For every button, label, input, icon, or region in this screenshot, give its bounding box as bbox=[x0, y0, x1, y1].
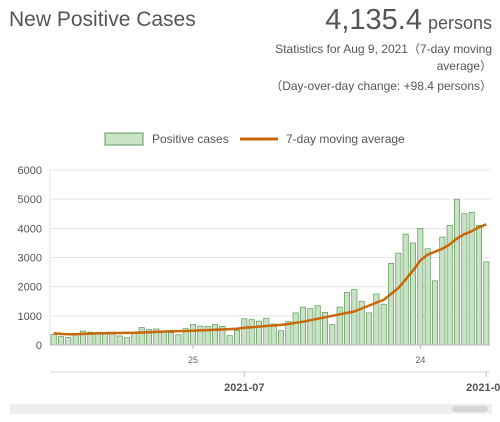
page-title: New Positive Cases bbox=[9, 8, 196, 31]
bar bbox=[241, 318, 248, 346]
stats-date-text: Statistics for Aug 9, 2021（7-day moving … bbox=[275, 42, 492, 73]
bar bbox=[395, 252, 402, 346]
bar bbox=[109, 333, 116, 346]
bar bbox=[197, 325, 204, 346]
bar bbox=[307, 308, 314, 346]
bar bbox=[50, 334, 57, 346]
bar bbox=[175, 334, 182, 346]
bar bbox=[432, 280, 438, 346]
y-axis: 0 1000 2000 3000 4000 5000 6000 bbox=[18, 165, 42, 352]
bar bbox=[226, 335, 233, 346]
x-month-tick-label: 2021-07 bbox=[224, 382, 264, 394]
bar bbox=[439, 236, 446, 346]
y-tick-label: 3000 bbox=[18, 253, 42, 265]
bar bbox=[410, 242, 416, 346]
bar bbox=[234, 330, 240, 346]
bar bbox=[58, 336, 64, 346]
legend-label-line: 7-day moving average bbox=[286, 132, 405, 146]
bar bbox=[424, 248, 431, 346]
bar bbox=[212, 324, 218, 346]
bar bbox=[380, 303, 387, 346]
bar bbox=[417, 227, 424, 346]
headline-number: 4,135.4 bbox=[325, 4, 422, 36]
y-tick-label: 6000 bbox=[18, 165, 42, 177]
bar bbox=[344, 292, 350, 346]
bar bbox=[263, 317, 270, 346]
bar bbox=[190, 324, 196, 346]
x-day-tick-label: 25 bbox=[188, 355, 198, 365]
bar bbox=[314, 305, 321, 346]
bar bbox=[248, 319, 255, 346]
bar bbox=[116, 335, 123, 346]
bar bbox=[329, 324, 336, 346]
bar bbox=[65, 337, 72, 346]
bar bbox=[278, 330, 284, 346]
y-tick-label: 0 bbox=[36, 340, 42, 352]
bar bbox=[168, 332, 174, 346]
x-axis: 25 24 2021-07 2021-08 bbox=[50, 344, 500, 394]
x-month-tick-label: 2021-08 bbox=[466, 382, 500, 394]
bar bbox=[351, 289, 358, 346]
y-tick-label: 5000 bbox=[18, 194, 42, 206]
bar bbox=[138, 327, 145, 346]
bar bbox=[124, 337, 130, 346]
chart-legend[interactable]: Positive cases 7-day moving average bbox=[104, 132, 405, 146]
bar bbox=[366, 312, 372, 346]
day-change-text: （Day-over-day change: +98.4 persons） bbox=[270, 79, 492, 93]
bar bbox=[483, 261, 490, 346]
moving-average-series bbox=[53, 223, 487, 336]
bar bbox=[256, 320, 262, 346]
bar bbox=[300, 306, 306, 346]
bar bbox=[388, 262, 394, 346]
bar bbox=[454, 198, 460, 346]
legend-swatch-bars bbox=[104, 132, 144, 146]
bar bbox=[131, 333, 138, 346]
x-day-tick-label: 24 bbox=[415, 355, 425, 365]
bar bbox=[402, 233, 409, 346]
bar bbox=[72, 333, 79, 346]
y-tick-label: 2000 bbox=[18, 282, 42, 294]
bar bbox=[270, 323, 277, 346]
bar bbox=[94, 332, 101, 346]
bar-series bbox=[50, 198, 490, 346]
headline-value: 4,135.4 persons bbox=[325, 4, 492, 37]
bar bbox=[292, 312, 299, 346]
chart-scrollbar[interactable] bbox=[10, 404, 492, 414]
bar bbox=[476, 225, 482, 346]
y-tick-label: 4000 bbox=[18, 223, 42, 235]
moving-average-line bbox=[53, 223, 487, 336]
chart-scrollbar-thumb[interactable] bbox=[452, 406, 488, 412]
headline-unit: persons bbox=[427, 13, 492, 33]
y-tick-label: 1000 bbox=[18, 311, 42, 323]
legend-label-bars: Positive cases bbox=[152, 132, 229, 146]
bar bbox=[160, 330, 167, 346]
